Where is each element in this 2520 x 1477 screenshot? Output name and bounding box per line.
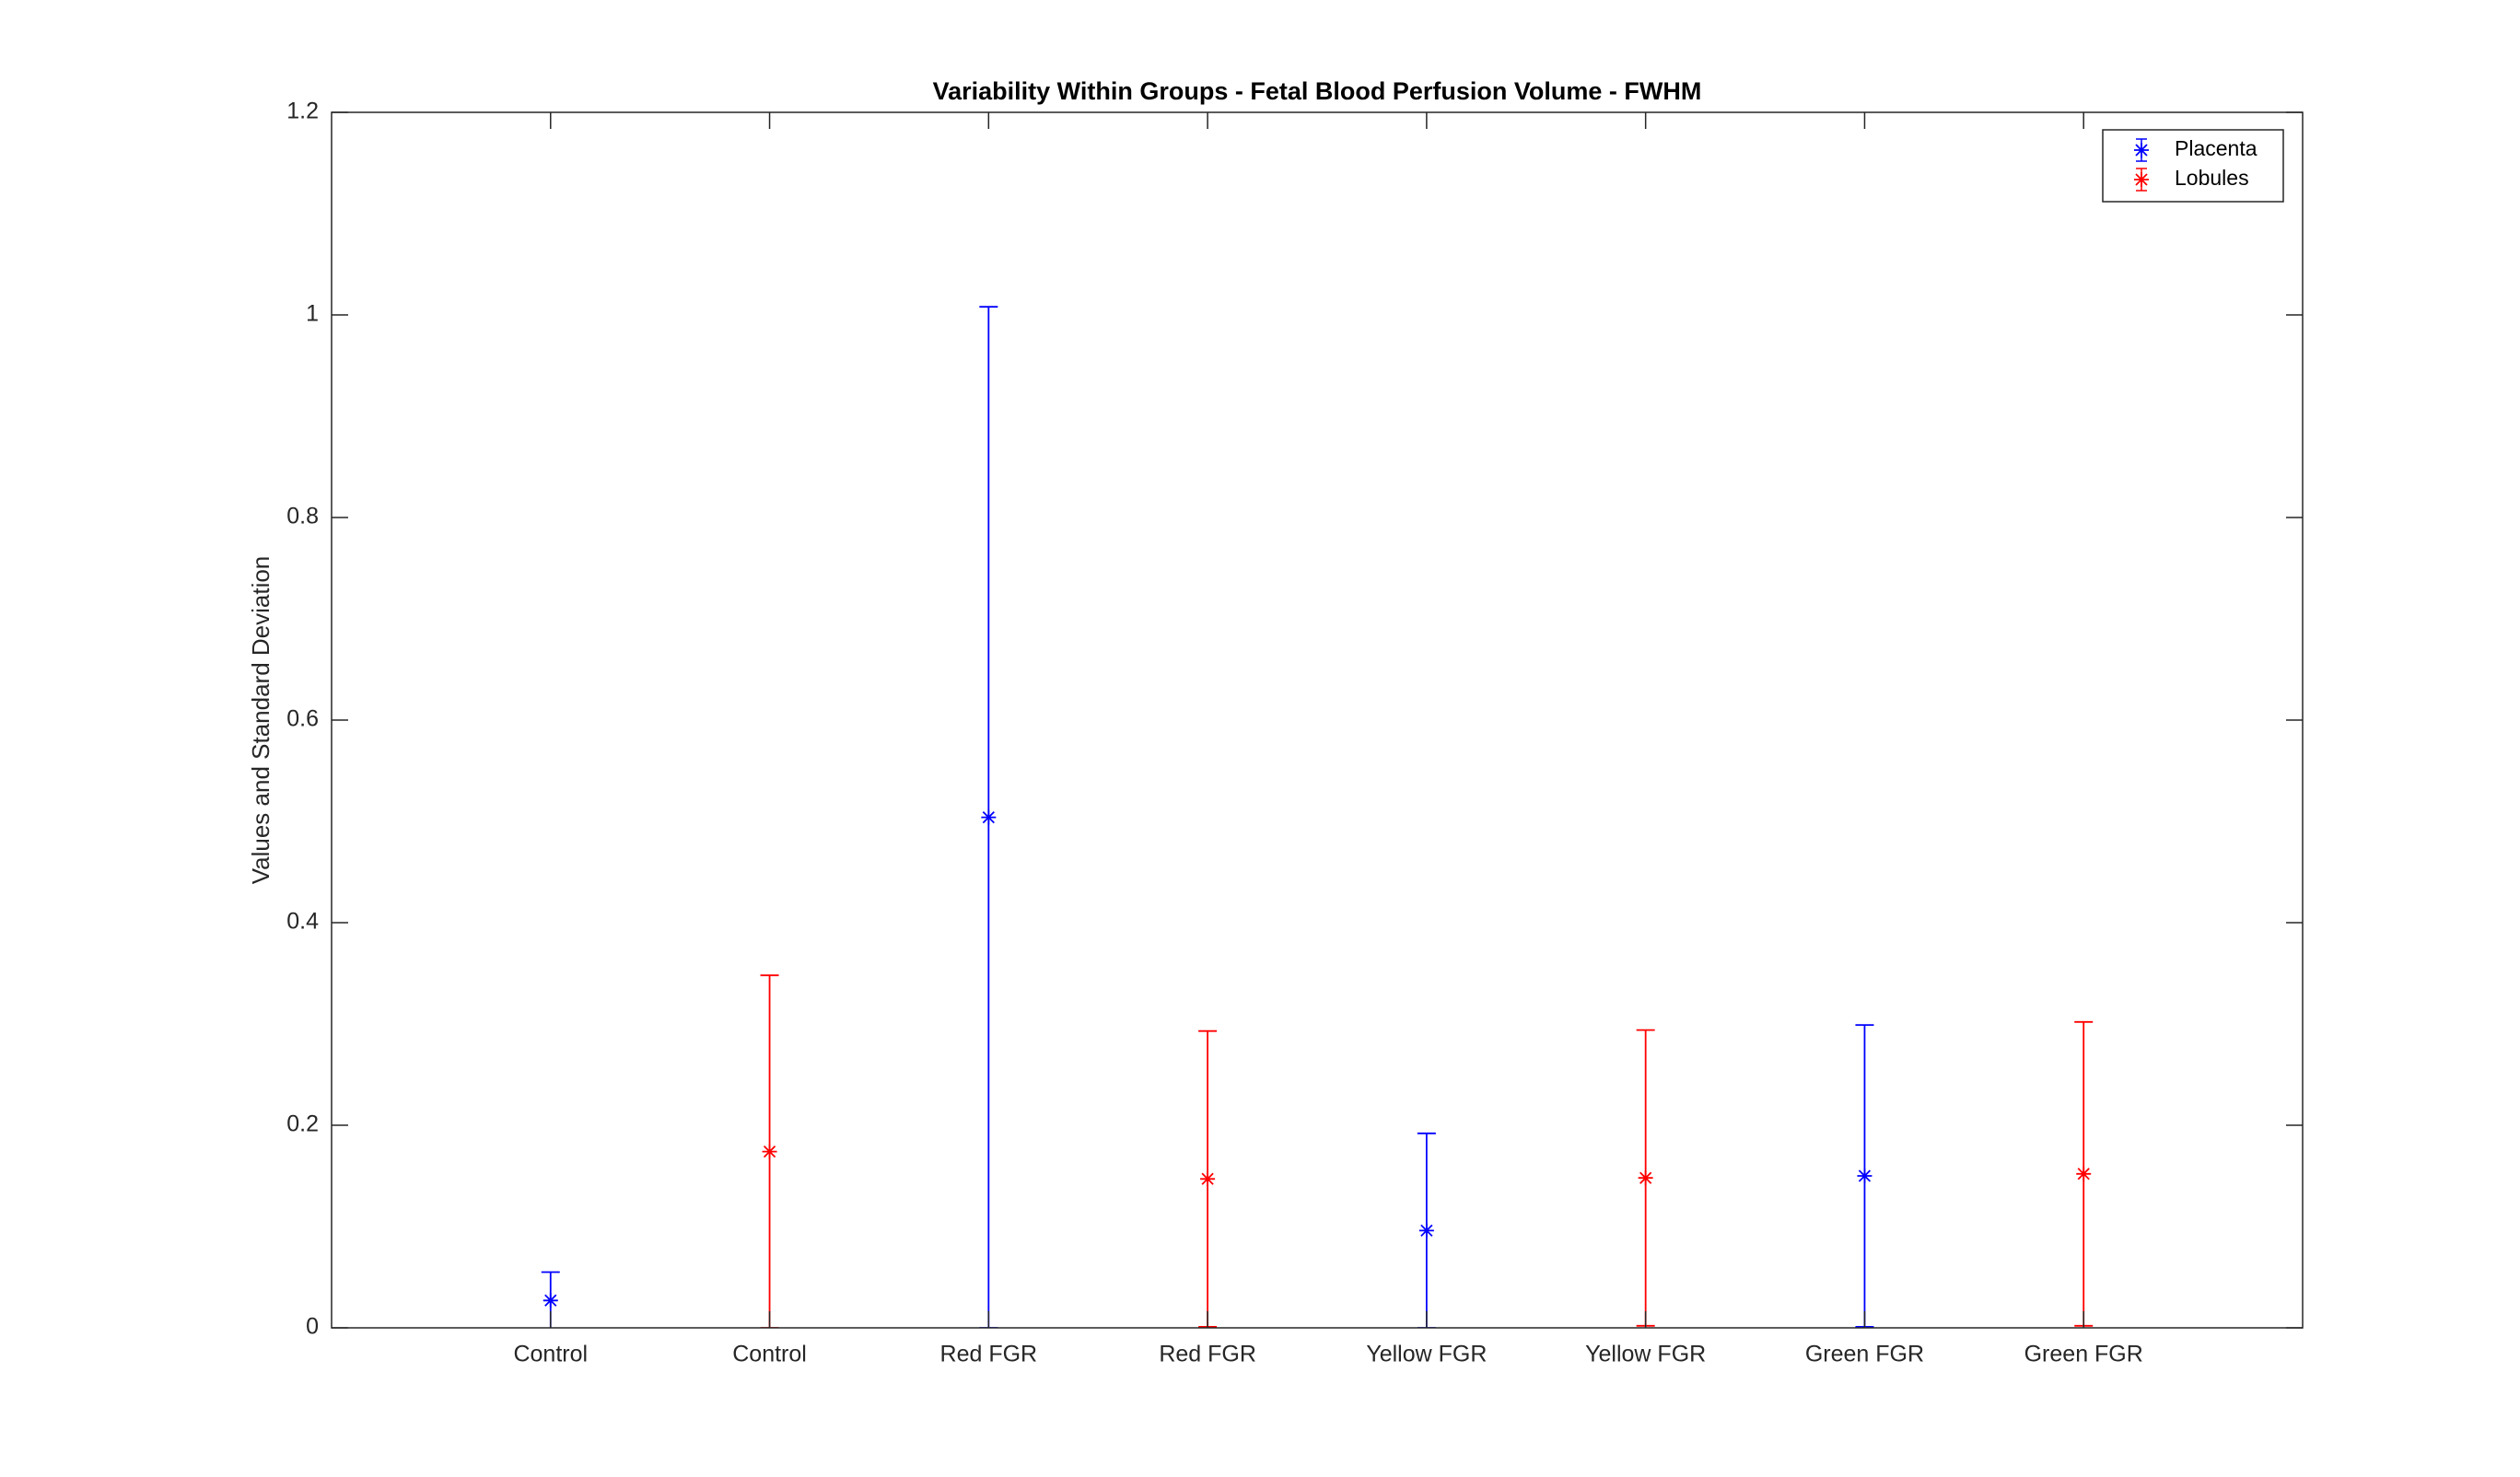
y-tick-label: 0 [306, 1314, 319, 1340]
x-tick-label: Green FGR [1805, 1342, 1924, 1367]
legend-label: Placenta [2175, 136, 2258, 160]
y-tick-label: 0.6 [286, 706, 319, 732]
chart-title: Variability Within Groups - Fetal Blood … [933, 77, 1702, 105]
data-point [542, 1293, 558, 1308]
data-point [981, 809, 997, 825]
y-axis-label: Values and Standard Deviation [247, 556, 274, 885]
marker-shape [1418, 1223, 1434, 1239]
x-tick-label: Yellow FGR [1585, 1342, 1706, 1367]
data-point [1638, 1170, 1653, 1186]
y-tick-label: 0.4 [286, 909, 319, 935]
x-tick-label: Red FGR [940, 1342, 1038, 1367]
marker-shape [1638, 1170, 1653, 1186]
x-tick-label: Red FGR [1159, 1342, 1256, 1367]
x-tick-label: Control [732, 1342, 807, 1367]
marker-shape [762, 1144, 777, 1159]
marker-shape [2134, 143, 2149, 157]
x-tick-label: Green FGR [2024, 1342, 2143, 1367]
data-point [1200, 1171, 1216, 1187]
marker-shape [542, 1293, 558, 1308]
x-tick-label: Yellow FGR [1366, 1342, 1487, 1367]
legend-symbol [2134, 168, 2149, 192]
y-tick-label: 1.2 [286, 99, 319, 124]
y-tick-label: 0.8 [286, 504, 319, 529]
y-tick-label: 0.2 [286, 1111, 319, 1137]
marker-shape [2134, 172, 2149, 187]
marker-shape [2076, 1166, 2092, 1181]
data-point [762, 1144, 777, 1159]
marker-shape [1857, 1169, 1872, 1183]
data-point [2076, 1166, 2092, 1181]
marker-shape [1200, 1171, 1216, 1187]
marker-shape [981, 809, 997, 825]
x-tick-label: Control [513, 1342, 588, 1367]
legend-symbol [2134, 138, 2149, 162]
data-point [1857, 1169, 1872, 1183]
data-point [1418, 1223, 1434, 1239]
y-tick-label: 1 [306, 301, 319, 327]
legend-box [2102, 129, 2284, 203]
legend-label: Lobules [2175, 166, 2249, 190]
